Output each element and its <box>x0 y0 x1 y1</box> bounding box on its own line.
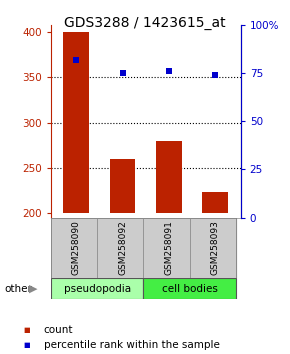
FancyBboxPatch shape <box>51 218 97 278</box>
Bar <box>110 159 135 213</box>
Text: percentile rank within the sample: percentile rank within the sample <box>44 340 219 350</box>
Bar <box>64 32 89 213</box>
Text: GSM258092: GSM258092 <box>118 221 127 275</box>
Text: ▶: ▶ <box>29 284 38 293</box>
Bar <box>156 141 182 213</box>
Text: GSM258090: GSM258090 <box>72 220 81 275</box>
Text: count: count <box>44 325 73 335</box>
FancyBboxPatch shape <box>97 218 144 278</box>
Text: ■: ■ <box>23 327 30 333</box>
FancyBboxPatch shape <box>51 278 144 299</box>
Bar <box>202 192 228 213</box>
Text: GSM258093: GSM258093 <box>211 220 220 275</box>
Text: cell bodies: cell bodies <box>162 284 218 293</box>
FancyBboxPatch shape <box>190 218 236 278</box>
FancyBboxPatch shape <box>144 278 236 299</box>
FancyBboxPatch shape <box>144 218 190 278</box>
Text: ■: ■ <box>23 342 30 348</box>
Text: GDS3288 / 1423615_at: GDS3288 / 1423615_at <box>64 16 226 30</box>
Text: pseudopodia: pseudopodia <box>64 284 130 293</box>
Text: GSM258091: GSM258091 <box>164 220 173 275</box>
Text: other: other <box>4 284 32 293</box>
